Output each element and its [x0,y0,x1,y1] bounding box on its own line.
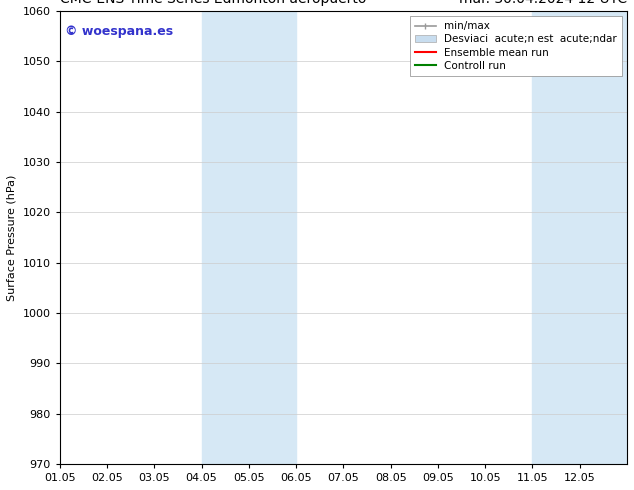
Legend: min/max, Desviaci  acute;n est  acute;ndar, Ensemble mean run, Controll run: min/max, Desviaci acute;n est acute;ndar… [410,16,622,76]
Y-axis label: Surface Pressure (hPa): Surface Pressure (hPa) [7,174,17,301]
Text: mar. 30.04.2024 12 UTC: mar. 30.04.2024 12 UTC [459,0,627,6]
Bar [202,11,296,464]
Text: CMC-ENS Time Series Edmonton aeropuerto: CMC-ENS Time Series Edmonton aeropuerto [60,0,366,6]
Bar [533,11,627,464]
Text: © woespana.es: © woespana.es [65,24,174,38]
